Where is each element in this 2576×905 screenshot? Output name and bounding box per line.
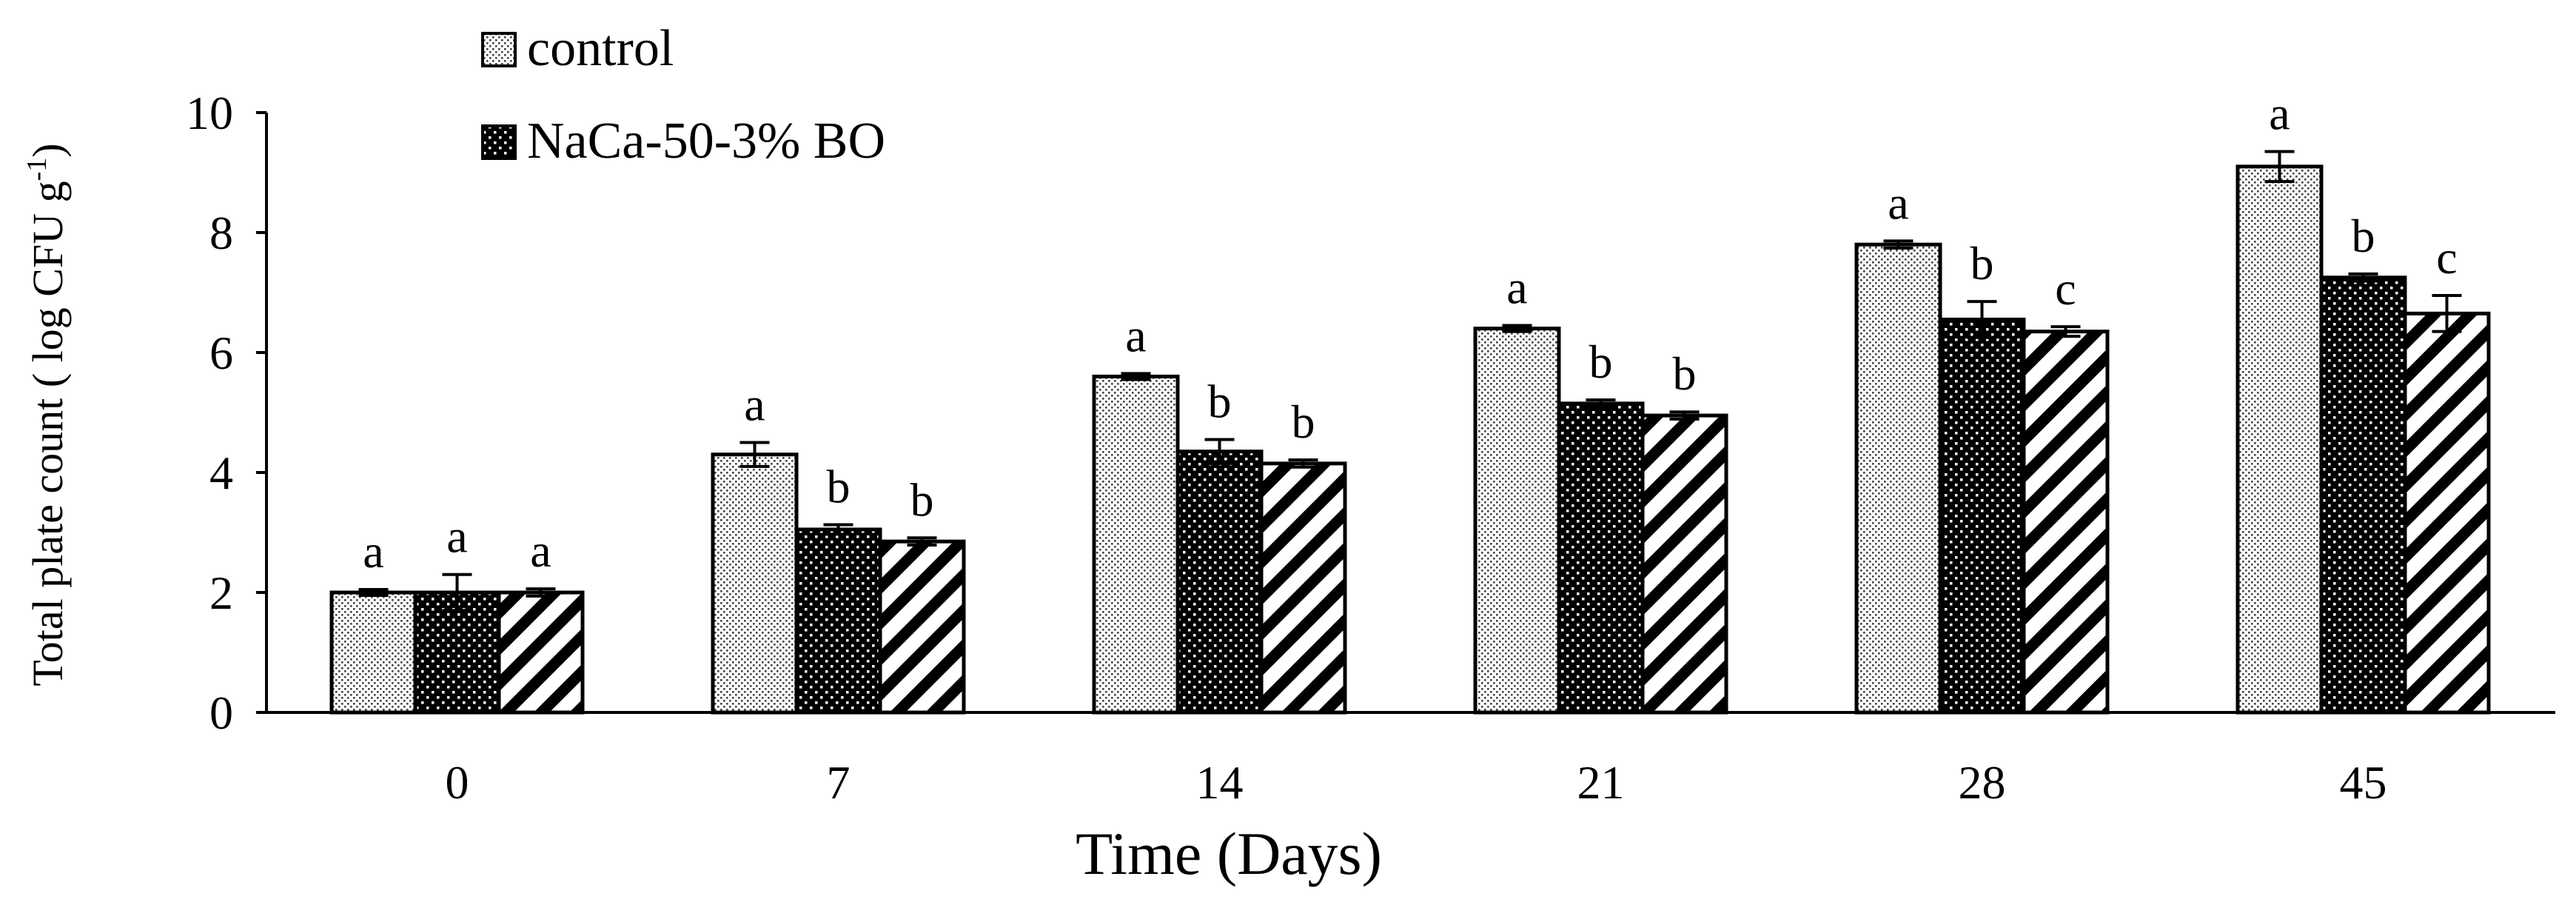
significance-letter: a [1125,309,1146,361]
bar [1854,242,1942,715]
legend: control NaCa-50-3% BO [481,20,885,170]
y-tick-label: 0 [209,687,233,739]
significance-letter: b [1970,237,1994,290]
legend-label-control: control [527,20,674,77]
y-axis-title-main: Total plate count ( log CFU g [24,181,72,686]
bar [2235,164,2324,715]
significance-letter: b [1292,395,1315,448]
x-tick-label: 0 [446,756,469,809]
x-tick-label: 14 [1196,756,1244,809]
significance-letter: a [363,525,383,578]
bar [2403,311,2491,715]
bar [1938,317,2026,715]
significance-letter: c [2055,262,2076,315]
bar [1640,413,1728,715]
bar [1175,450,1264,715]
y-tick-label: 2 [209,567,233,619]
significance-letter: b [1673,347,1697,400]
significance-letter: a [2269,87,2290,140]
significance-letter: b [827,460,851,512]
y-tick-label: 10 [186,87,233,139]
y-axis-title-superscript: -1 [21,158,53,181]
bar [2022,330,2110,715]
legend-label-naca: NaCa-50-3% BO [527,113,885,170]
significance-letter: a [530,524,551,577]
y-tick-label: 4 [209,447,233,499]
bar [329,590,417,715]
y-axis-title-close: ) [24,143,72,157]
bar [1259,461,1347,715]
bar [1557,401,1645,715]
x-tick-label: 21 [1577,756,1625,809]
x-tick-label: 45 [2340,756,2387,809]
bar [878,539,966,715]
legend-item-naca: NaCa-50-3% BO [481,113,885,170]
significance-letter: c [2436,231,2457,284]
significance-letter: a [446,510,467,563]
bar [1092,374,1180,715]
x-tick-label: 7 [827,756,851,809]
significance-letter: b [910,473,934,526]
x-tick-label: 28 [1959,756,2006,809]
significance-letter: b [1208,375,1232,427]
legend-item-control: control [481,20,674,77]
bar [794,527,882,715]
x-axis-title: Time (Days) [1076,820,1382,887]
legend-swatch-control [481,32,517,67]
bar [497,590,585,715]
y-axis-title: Total plate count ( log CFU g-1) [21,143,72,686]
y-tick-label: 6 [209,327,233,379]
significance-letter: b [1589,335,1613,388]
significance-letter: b [2352,210,2375,262]
significance-letter: a [744,378,765,431]
bars-layer: a a a a b b a b b a b b a b c a b c [329,87,2491,715]
legend-swatch-naca [481,124,517,160]
y-tick-label: 8 [209,207,233,259]
bar [2319,275,2407,715]
ticks-layer: 0 2 4 6 8 10 0 7 14 21 28 45 [186,87,2387,809]
bar [711,452,799,715]
significance-letter: a [1506,261,1527,314]
significance-letter: a [1888,176,1908,229]
bar [1473,327,1561,715]
